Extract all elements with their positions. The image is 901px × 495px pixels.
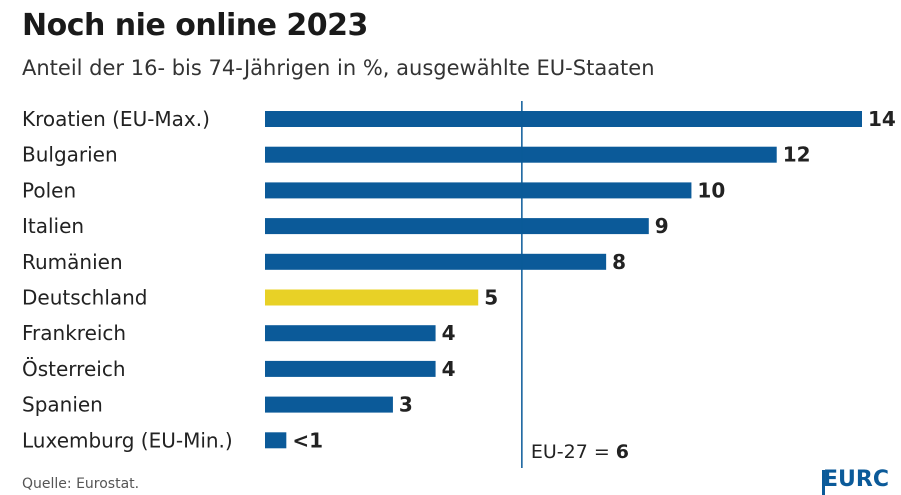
bar-oesterreich (265, 360, 436, 377)
value-label-kroatien-eu-max: 14 (868, 107, 896, 131)
value-label-polen: 10 (697, 178, 725, 202)
category-label-bulgarien: Bulgarien (22, 143, 118, 167)
bar-spanien (265, 396, 393, 413)
category-label-kroatien-eu-max: Kroatien (EU-Max.) (22, 107, 210, 131)
bars-layer: Kroatien (EU-Max.) 14 Bulgarien 12 Polen 10 It… (22, 107, 896, 452)
chart-title: Noch nie online 2023 (22, 8, 368, 43)
value-label-deutschland: 5 (484, 286, 498, 310)
value-label-bulgarien: 12 (783, 143, 811, 167)
bar-polen (265, 182, 692, 199)
value-label-frankreich: 4 (442, 321, 456, 345)
category-label-luxemburg-eu-min: Luxemburg (EU-Min.) (22, 428, 233, 452)
bar-rumaenien (265, 253, 607, 270)
category-label-spanien: Spanien (22, 393, 103, 417)
category-label-italien: Italien (22, 214, 84, 238)
category-label-frankreich: Frankreich (22, 321, 126, 345)
category-label-deutschland: Deutschland (22, 286, 148, 310)
brand-divider (822, 470, 825, 495)
eu27-reference-value: 6 (616, 441, 629, 463)
bar-kroatien-eu-max (265, 111, 862, 127)
bar-frankreich (265, 325, 436, 342)
bar-luxemburg-eu-min (265, 432, 287, 449)
brand-logo: EURC (823, 467, 889, 492)
value-label-rumaenien: 8 (612, 250, 626, 274)
bar-chart: Kroatien (EU-Max.) 14 Bulgarien 12 Polen 10 It… (22, 101, 896, 468)
value-label-italien: 9 (655, 214, 669, 238)
value-label-luxemburg-eu-min: <1 (292, 428, 323, 452)
category-label-polen: Polen (22, 178, 76, 202)
value-label-spanien: 3 (399, 393, 413, 417)
value-label-oesterreich: 4 (442, 357, 456, 381)
bar-deutschland (265, 289, 479, 306)
eu27-reference-text: EU-27 = (531, 441, 616, 463)
bar-italien (265, 218, 649, 235)
category-label-oesterreich: Österreich (22, 357, 126, 381)
chart-subtitle: Anteil der 16- bis 74-Jährigen in %, aus… (22, 56, 655, 80)
category-label-rumaenien: Rumänien (22, 250, 123, 274)
source-note: Quelle: Eurostat. (22, 476, 140, 492)
bar-bulgarien (265, 146, 777, 163)
eu27-reference-label: EU-27 = 6 (531, 441, 629, 463)
